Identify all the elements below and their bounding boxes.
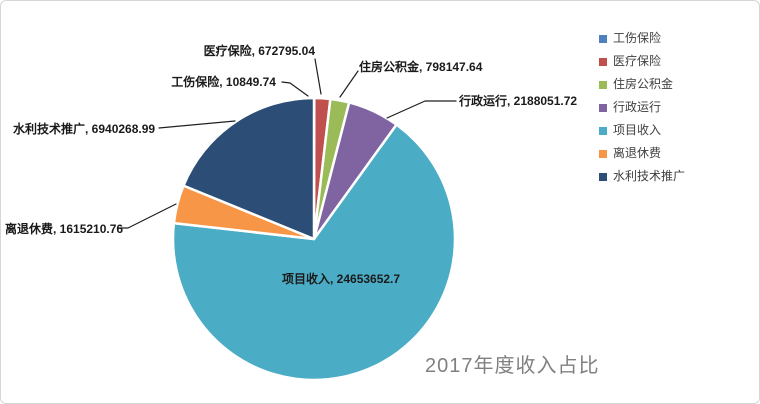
- legend-swatch-icon: [599, 172, 607, 181]
- legend-item-xiangmushouru[interactable]: 项目收入: [599, 124, 685, 137]
- leader-lines: [117, 58, 457, 229]
- chart-title: 2017年度收入占比: [425, 355, 600, 377]
- data-label-zhufanggongjijin: 住房公积金, 798147.64: [359, 60, 483, 74]
- leader-line-shuilijishu: [158, 120, 236, 129]
- data-label-lituixiufei: 离退休费, 1615210.76: [5, 222, 124, 236]
- data-label-yiliaobaoxian: 医疗保险, 672795.04: [203, 44, 315, 58]
- data-label-xiangmushouru: 项目收入, 24653652.7: [282, 272, 401, 286]
- legend-swatch-icon: [599, 149, 607, 158]
- pie-slices: [171, 96, 457, 382]
- legend-label: 离退休费: [613, 146, 662, 160]
- data-label-xingzhengyunxing: 行政运行, 2188051.72: [459, 94, 578, 108]
- legend-label: 行政运行: [613, 100, 662, 114]
- legend-item-shuilijishu[interactable]: 水利技术推广: [599, 170, 685, 183]
- legend-swatch-icon: [599, 103, 607, 112]
- pie-slice-项目收入[interactable]: [171, 123, 457, 382]
- data-label-shuilijishu: 水利技术推广, 6940268.99: [13, 122, 156, 136]
- legend-item-zhufanggongjijin[interactable]: 住房公积金: [599, 78, 685, 91]
- leader-line-gongshangbaoxian: [281, 81, 309, 97]
- legend-label: 水利技术推广: [613, 169, 686, 183]
- data-label-gongshangbaoxian: 工伤保险, 10849.74: [171, 75, 276, 89]
- legend-label: 医疗保险: [613, 54, 662, 68]
- legend-item-lituixiufei[interactable]: 离退休费: [599, 147, 685, 160]
- legend-label: 项目收入: [613, 123, 662, 137]
- leader-line-yiliaobaoxian: [314, 58, 322, 95]
- legend-item-gongshangbaoxian[interactable]: 工伤保险: [599, 32, 685, 45]
- leader-line-lituixiufei: [117, 203, 177, 229]
- legend-label: 住房公积金: [613, 77, 674, 91]
- legend-swatch-icon: [599, 57, 607, 66]
- legend-item-xingzhengyunxing[interactable]: 行政运行: [599, 101, 685, 114]
- legend-swatch-icon: [599, 34, 607, 43]
- legend-item-yiliaobaoxian[interactable]: 医疗保险: [599, 55, 685, 68]
- pie-slice-水利技术推广[interactable]: [182, 96, 316, 241]
- legend: 工伤保险 医疗保险 住房公积金 行政运行 项目收入 离退休费 水利技术推广: [599, 32, 685, 183]
- legend-swatch-icon: [599, 80, 607, 89]
- leader-line-xingzhengyunxing: [386, 100, 457, 119]
- leader-line-zhufanggongjijin: [339, 70, 359, 98]
- legend-swatch-icon: [599, 126, 607, 135]
- legend-label: 工伤保险: [613, 31, 662, 45]
